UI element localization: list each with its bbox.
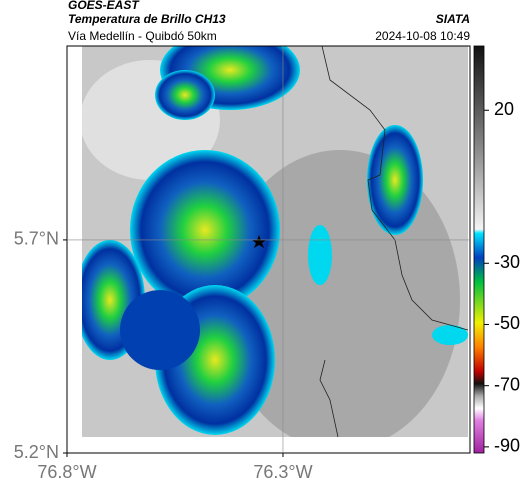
colorbar-tick-label: -70 xyxy=(494,374,520,394)
satellite-image xyxy=(82,46,468,437)
x-tick-label: 76.3°W xyxy=(253,462,312,482)
colorbar xyxy=(473,45,485,454)
y-tick-label: 5.2°N xyxy=(14,442,59,462)
source: SIATA xyxy=(436,12,470,26)
route: Vía Medellín - Quibdó 50km xyxy=(68,29,217,43)
y-tick-label: 5.7°N xyxy=(14,229,59,249)
city-marker xyxy=(252,235,266,248)
border-line xyxy=(319,45,469,438)
colorbar-tick-label: -90 xyxy=(494,436,520,456)
product: Temperatura de Brillo CH13 xyxy=(68,12,226,26)
colorbar-tick-label: -50 xyxy=(494,313,520,333)
colorbar-tick-label: -30 xyxy=(494,252,520,272)
map-frame xyxy=(66,45,471,454)
x-tick-label: 76.8°W xyxy=(37,462,96,482)
datetime: 2024-10-08 10:49 xyxy=(375,29,470,43)
colorbar-tick-label: 20 xyxy=(494,99,514,119)
satellite: GOES-EAST xyxy=(68,0,140,12)
